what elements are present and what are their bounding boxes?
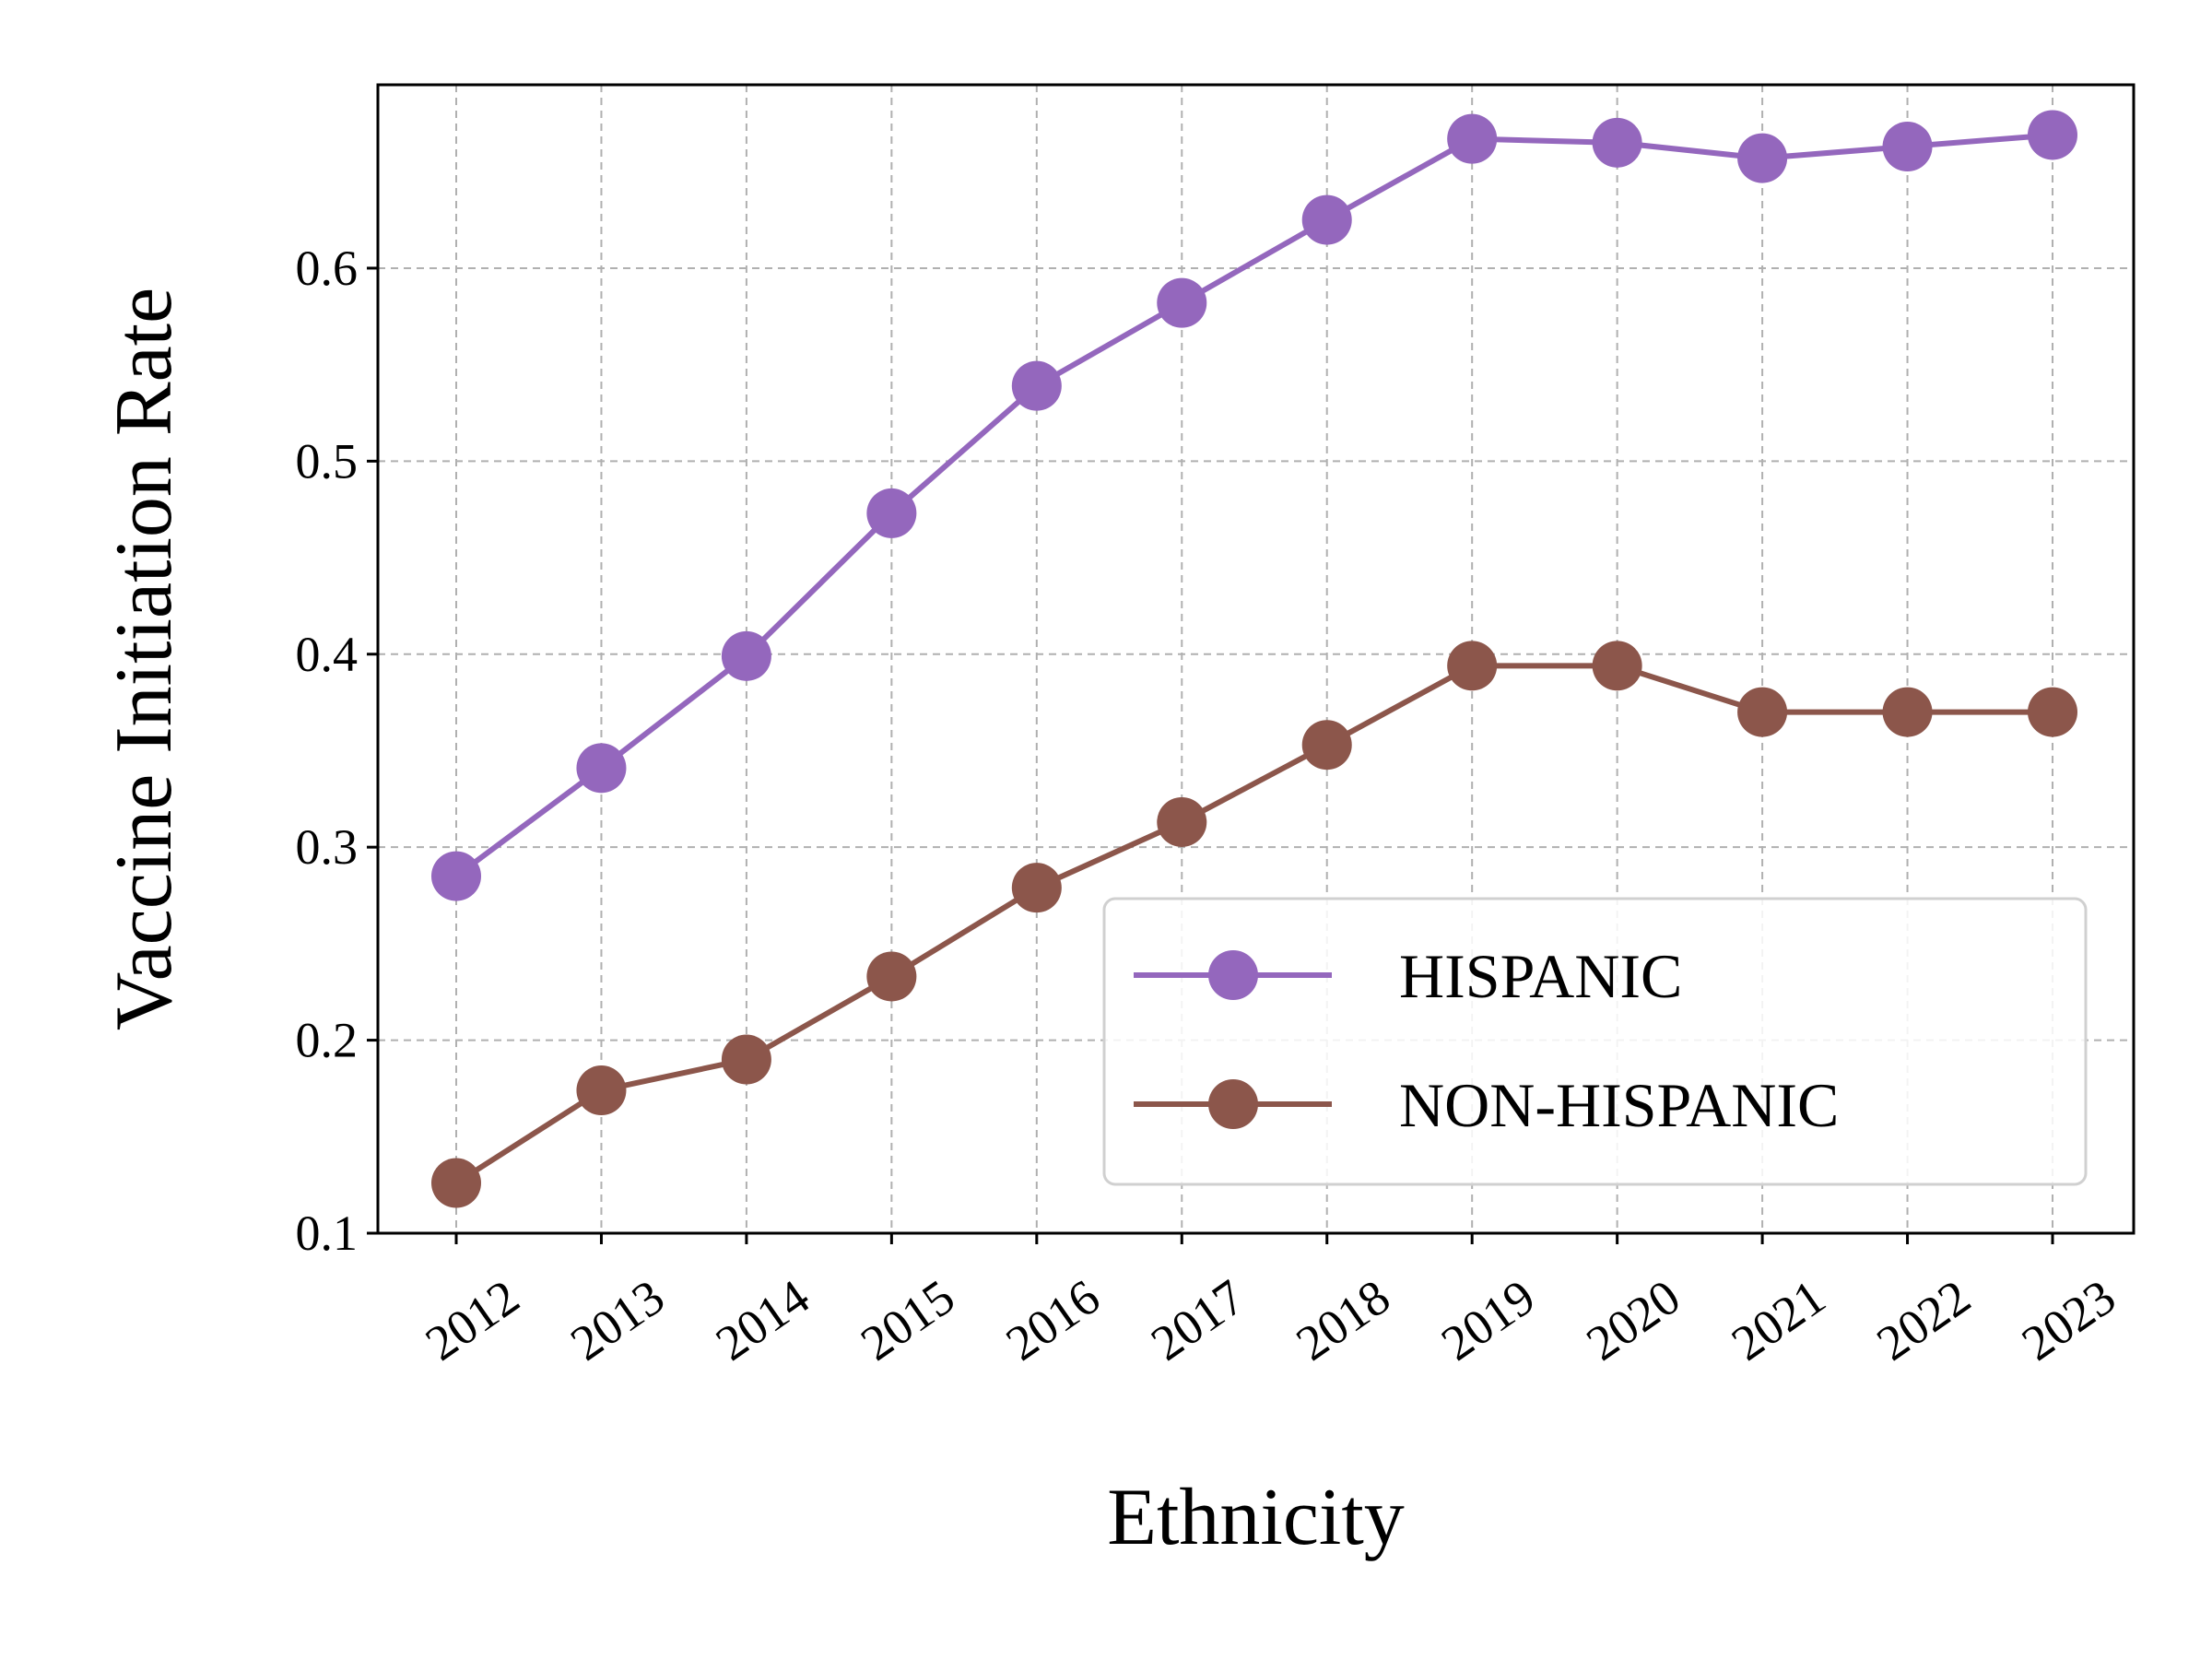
data-point [1157, 277, 1207, 328]
data-point [1301, 194, 1352, 245]
legend-box [1102, 897, 2088, 1186]
legend-label: HISPANIC [1399, 941, 1682, 1011]
x-tick-label: 2014 [706, 1269, 819, 1371]
legend: HISPANIC NON-HISPANIC [1102, 897, 2088, 1186]
y-tick-label: 0.6 [296, 241, 359, 296]
x-tick-label: 2022 [1867, 1269, 1981, 1371]
data-point [1157, 796, 1207, 847]
x-tick-label: 2021 [1722, 1269, 1835, 1371]
data-point [1737, 687, 1788, 737]
y-tick-label: 0.5 [296, 433, 359, 488]
data-point [1011, 863, 1062, 913]
data-point [431, 1158, 481, 1208]
x-tick-label: 2016 [996, 1269, 1110, 1371]
data-point [1011, 360, 1062, 411]
y-tick-label: 0.4 [296, 627, 359, 682]
data-point [721, 1034, 771, 1085]
data-point [2028, 687, 2077, 737]
y-tick-label: 0.3 [296, 819, 359, 875]
x-tick-label: 2018 [1287, 1269, 1400, 1371]
x-tick-label: 2012 [416, 1269, 529, 1371]
legend-swatch-marker [1208, 950, 1258, 1000]
data-point [866, 488, 917, 538]
x-tick-label: 2020 [1577, 1269, 1690, 1371]
y-tick-label: 0.1 [296, 1206, 359, 1261]
data-point [1737, 133, 1788, 183]
plot-frame [376, 83, 2136, 1235]
data-point [1447, 113, 1498, 164]
data-point [721, 630, 771, 681]
x-tick-label: 2013 [560, 1269, 674, 1371]
y-tick-label: 0.2 [296, 1013, 359, 1068]
data-point [431, 851, 481, 901]
data-point [1592, 641, 1642, 691]
x-tick-label: 2019 [1431, 1269, 1545, 1371]
data-point [1592, 117, 1642, 168]
data-point [2028, 110, 2077, 160]
x-tick-label: 2017 [1141, 1269, 1254, 1371]
data-point [1882, 122, 1933, 172]
data-point [576, 1065, 627, 1116]
y-axis-title: Vaccine Initiation Rate [100, 288, 189, 1030]
data-point [1447, 641, 1498, 691]
series-line [454, 132, 2053, 878]
x-tick-label: 2015 [851, 1269, 964, 1371]
series-group [431, 110, 2077, 1208]
legend-label: NON-HISPANIC [1399, 1070, 1839, 1140]
x-tick-label: 2023 [2012, 1269, 2125, 1371]
legend-swatch-marker [1208, 1079, 1258, 1129]
data-point [1882, 687, 1933, 737]
data-point [866, 951, 917, 1002]
x-axis-title: Ethnicity [1107, 1473, 1405, 1562]
data-point [1301, 720, 1352, 771]
data-point [576, 743, 627, 794]
